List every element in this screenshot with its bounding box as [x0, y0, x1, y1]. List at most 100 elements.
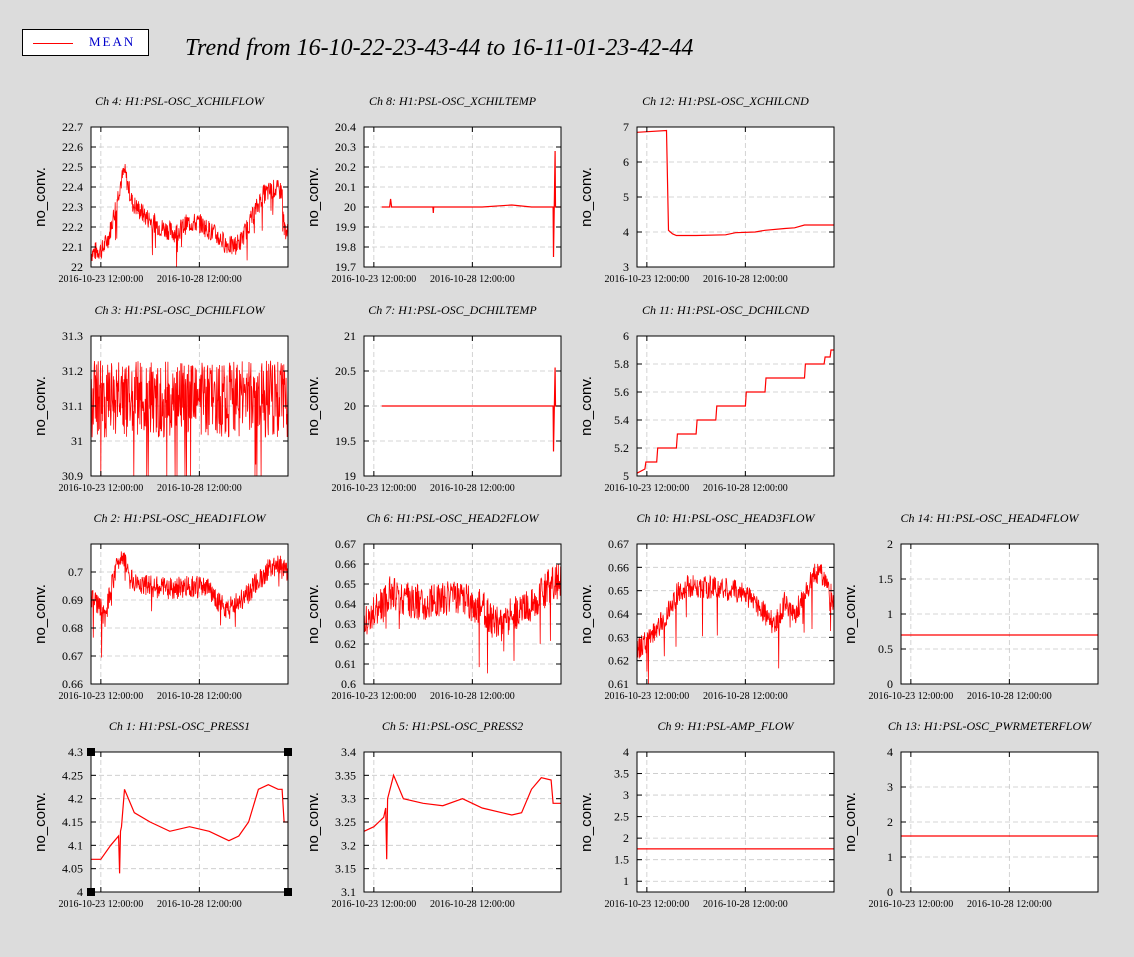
series-line-1: [90, 360, 289, 477]
selection-handle[interactable]: [284, 888, 292, 896]
plot-frame: [636, 751, 835, 893]
y-tick-label: 3.15: [335, 862, 356, 876]
y-tick-label: 3.4: [341, 745, 356, 759]
y-tick-label: 19: [344, 469, 356, 483]
chart-14: 0 1 2 3 4 2016-10-23 12:00:00 2016-10-28 12:00…: [842, 719, 1099, 910]
x-tick-label: 2016-10-23 12:00:00: [604, 483, 689, 494]
y-tick-label: 22.3: [62, 200, 83, 214]
y-tick-label: 31.3: [62, 329, 83, 343]
x-tick-label: 2016-10-23 12:00:00: [58, 274, 143, 285]
x-tick-label: 2016-10-28 12:00:00: [430, 274, 515, 285]
y-tick-label: 3: [623, 260, 629, 274]
y-tick-label: 4.05: [62, 862, 83, 876]
x-tick-label: 2016-10-28 12:00:00: [157, 483, 242, 494]
y-tick-label: 3: [623, 788, 629, 802]
y-tick-label: 20.1: [335, 180, 356, 194]
y-tick-label: 0.5: [878, 642, 893, 656]
x-tick-label: 2016-10-23 12:00:00: [331, 899, 416, 910]
y-tick-label: 0.66: [335, 557, 356, 571]
y-tick-label: 4: [623, 225, 629, 239]
y-axis-label: no_conv.: [32, 376, 49, 436]
y-axis-label: no_conv.: [578, 584, 595, 644]
y-axis-label: no_conv.: [578, 376, 595, 436]
y-tick-label: 4.3: [68, 745, 83, 759]
y-tick-label: 0.67: [335, 537, 356, 551]
x-tick-label: 2016-10-28 12:00:00: [967, 899, 1052, 910]
y-tick-label: 5.8: [614, 357, 629, 371]
x-tick-label: 2016-10-28 12:00:00: [967, 691, 1052, 702]
chart-title: Ch 2: H1:PSL-OSC_HEAD1FLOW: [94, 511, 267, 525]
y-tick-label: 20.2: [335, 160, 356, 174]
plot-area: [91, 544, 288, 684]
x-tick-label: 2016-10-23 12:00:00: [604, 274, 689, 285]
x-tick-label: 2016-10-23 12:00:00: [868, 899, 953, 910]
chart-1: 22 22.1 22.2 22.3 22.4 22.5 22.6 22.7 2016-10-23…: [32, 94, 289, 285]
y-tick-label: 4.2: [68, 792, 83, 806]
y-tick-label: 0.66: [608, 560, 629, 574]
y-tick-label: 31: [71, 434, 83, 448]
x-tick-label: 2016-10-28 12:00:00: [157, 899, 242, 910]
y-tick-label: 0.69: [62, 593, 83, 607]
y-tick-label: 0.67: [62, 649, 83, 663]
y-tick-label: 1: [887, 850, 893, 864]
x-tick-label: 2016-10-23 12:00:00: [331, 483, 416, 494]
selection-handle[interactable]: [284, 748, 292, 756]
y-tick-label: 6: [623, 155, 629, 169]
y-tick-label: 22: [71, 260, 83, 274]
y-tick-label: 5: [623, 190, 629, 204]
chart-4: 30.9 31 31.1 31.2 31.3 2016-10-23 12:00:00 201…: [32, 303, 289, 494]
y-axis-label: no_conv.: [32, 584, 49, 644]
chart-title: Ch 12: H1:PSL-OSC_XCHILCND: [642, 94, 809, 108]
y-tick-label: 0.62: [335, 637, 356, 651]
y-tick-label: 31.1: [62, 399, 83, 413]
y-tick-label: 6: [623, 329, 629, 343]
y-tick-label: 0.6: [341, 677, 356, 691]
y-tick-label: 4: [887, 745, 893, 759]
y-tick-label: 5.6: [614, 385, 629, 399]
chart-title: Ch 11: H1:PSL-OSC_DCHILCND: [642, 303, 809, 317]
y-tick-label: 22.1: [62, 240, 83, 254]
y-tick-label: 3.1: [341, 885, 356, 899]
y-tick-label: 20.5: [335, 364, 356, 378]
x-tick-label: 2016-10-28 12:00:00: [430, 691, 515, 702]
y-tick-label: 5.4: [614, 413, 629, 427]
y-tick-label: 0.61: [335, 657, 356, 671]
y-axis-label: no_conv.: [578, 167, 595, 227]
series-line-1: [636, 129, 834, 237]
x-tick-label: 2016-10-28 12:00:00: [430, 899, 515, 910]
chart-7: 0.66 0.67 0.68 0.69 0.7 2016-10-23 12:00:00 20…: [32, 511, 289, 702]
y-tick-label: 0.66: [62, 677, 83, 691]
selection-handle[interactable]: [87, 748, 95, 756]
y-tick-label: 19.5: [335, 434, 356, 448]
y-tick-label: 4: [77, 885, 83, 899]
y-tick-label: 2: [887, 537, 893, 551]
y-tick-label: 19.9: [335, 220, 356, 234]
plot-frame: [90, 543, 289, 685]
y-tick-label: 3: [887, 780, 893, 794]
y-tick-label: 0.65: [335, 577, 356, 591]
y-tick-label: 2: [623, 831, 629, 845]
chart-5: 19 19.5 20 20.5 21 2016-10-23 12:00:00 2016-10…: [305, 303, 562, 494]
y-tick-label: 21: [344, 329, 356, 343]
series-line-1: [90, 163, 289, 268]
y-tick-label: 2: [887, 815, 893, 829]
x-tick-label: 2016-10-23 12:00:00: [868, 691, 953, 702]
x-tick-label: 2016-10-28 12:00:00: [157, 274, 242, 285]
y-tick-label: 0.63: [335, 617, 356, 631]
y-axis-label: no_conv.: [842, 792, 859, 852]
y-tick-label: 22.7: [62, 120, 83, 134]
y-tick-label: 3.35: [335, 768, 356, 782]
selection-handle[interactable]: [87, 888, 95, 896]
series-line-1: [363, 773, 561, 860]
plot-area: [91, 127, 288, 267]
y-tick-label: 2.5: [614, 810, 629, 824]
series-line-1: [91, 784, 288, 874]
x-tick-label: 2016-10-23 12:00:00: [58, 691, 143, 702]
y-tick-label: 0.65: [608, 584, 629, 598]
x-tick-label: 2016-10-23 12:00:00: [58, 483, 143, 494]
y-tick-label: 19.8: [335, 240, 356, 254]
y-tick-label: 0.68: [62, 621, 83, 635]
y-tick-label: 3.2: [341, 838, 356, 852]
chart-title: Ch 8: H1:PSL-OSC_XCHILTEMP: [369, 94, 537, 108]
y-tick-label: 1: [887, 607, 893, 621]
